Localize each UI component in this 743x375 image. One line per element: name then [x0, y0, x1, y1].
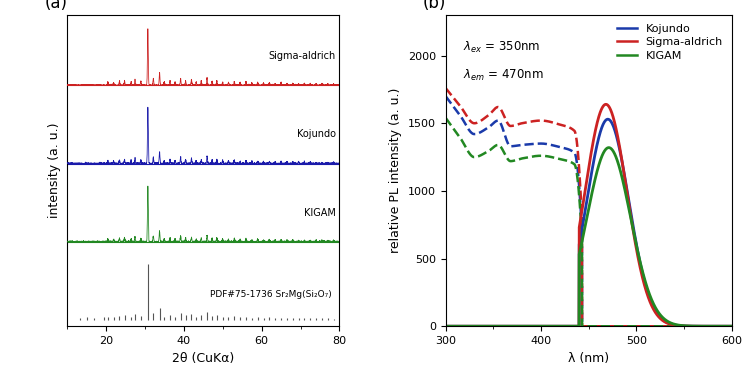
- Text: KIGAM: KIGAM: [304, 207, 336, 218]
- Text: PDF#75-1736 Sr₂Mg(Si₂O₇): PDF#75-1736 Sr₂Mg(Si₂O₇): [210, 290, 331, 299]
- Text: Kojundo: Kojundo: [296, 129, 336, 139]
- Text: $\lambda_{ex}$ = 350nm: $\lambda_{ex}$ = 350nm: [463, 40, 540, 55]
- Text: (b): (b): [423, 0, 446, 12]
- Text: $\lambda_{em}$ = 470nm: $\lambda_{em}$ = 470nm: [463, 68, 543, 83]
- X-axis label: λ (nm): λ (nm): [568, 351, 609, 364]
- X-axis label: 2θ (CuKα): 2θ (CuKα): [172, 351, 234, 364]
- Y-axis label: relative PL intensity (a. u.): relative PL intensity (a. u.): [389, 88, 402, 254]
- Text: (a): (a): [45, 0, 68, 12]
- Text: Sigma-aldrich: Sigma-aldrich: [268, 51, 336, 61]
- Y-axis label: intensity (a. u.): intensity (a. u.): [48, 123, 62, 218]
- Legend: Kojundo, Sigma-aldrich, KIGAM: Kojundo, Sigma-aldrich, KIGAM: [614, 21, 727, 64]
